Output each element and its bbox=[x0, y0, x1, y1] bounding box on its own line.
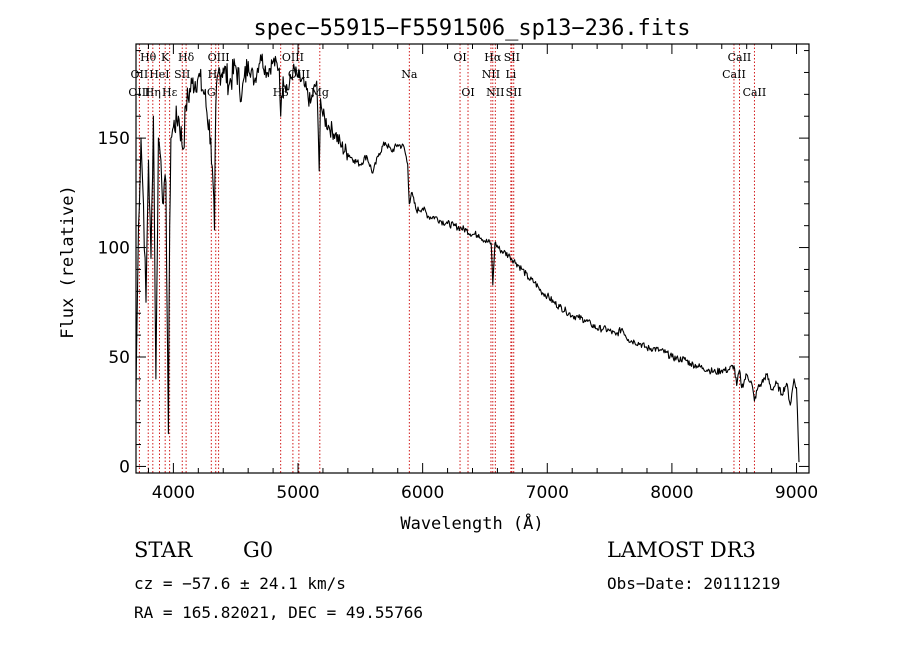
line-label: CaII bbox=[728, 51, 752, 64]
x-tick-label: 4000 bbox=[152, 483, 195, 503]
x-tick-label: 9000 bbox=[775, 483, 818, 503]
line-label: Hγ bbox=[208, 68, 225, 81]
line-label: HeI bbox=[149, 68, 169, 81]
line-label: OI bbox=[461, 86, 474, 99]
spectral-subclass: G0 bbox=[243, 538, 274, 562]
line-label: OI bbox=[453, 51, 466, 64]
line-label: SII bbox=[174, 68, 190, 81]
x-tick-label: 8000 bbox=[650, 483, 693, 503]
plot-frame bbox=[135, 43, 810, 474]
line-label: SII bbox=[504, 51, 520, 64]
y-tick-label: 0 bbox=[119, 457, 130, 477]
line-label: CaII bbox=[722, 68, 746, 81]
spectral-line-markers bbox=[138, 44, 755, 473]
spectrum-line bbox=[135, 53, 800, 463]
line-label: Hδ bbox=[178, 51, 195, 64]
line-label: OIII bbox=[208, 51, 230, 64]
line-label: OIII bbox=[128, 86, 150, 99]
y-tick-label: 50 bbox=[108, 348, 130, 368]
survey-name: LAMOST DR3 bbox=[607, 538, 756, 562]
line-label: SII bbox=[506, 86, 522, 99]
line-label: OIII bbox=[288, 68, 310, 81]
line-label: Hη bbox=[145, 86, 161, 99]
line-label: G bbox=[207, 86, 216, 99]
y-tick-label: 150 bbox=[98, 129, 130, 149]
redshift-readout: cz = −57.6 ± 24.1 km/s bbox=[134, 574, 346, 593]
y-tick-label: 100 bbox=[98, 239, 130, 259]
line-label: Hθ bbox=[140, 51, 157, 64]
line-label: Hα bbox=[484, 51, 502, 64]
coordinates: RA = 165.82021, DEC = 49.55766 bbox=[134, 603, 423, 622]
x-tick-label: 7000 bbox=[526, 483, 569, 503]
line-label: Li bbox=[505, 68, 516, 81]
line-label: OII bbox=[131, 68, 149, 81]
x-tick-label: 6000 bbox=[401, 483, 444, 503]
y-axis-label: Flux (relative) bbox=[58, 185, 78, 339]
line-label: NII bbox=[482, 68, 500, 81]
x-axis-label: Wavelength (Å) bbox=[400, 512, 543, 534]
obs-date: Obs−Date: 20111219 bbox=[607, 574, 781, 593]
axis-ticks: 4000 5000 6000 7000 8000 9000 0 50 100 150 bbox=[98, 44, 818, 503]
object-type: STAR bbox=[134, 538, 193, 562]
line-label: NII bbox=[486, 86, 504, 99]
series-layer bbox=[135, 53, 800, 463]
x-tick-label: 5000 bbox=[276, 483, 319, 503]
line-label: OIII bbox=[282, 51, 304, 64]
chart-title: spec−55915−F5591506_sp13−236.fits bbox=[253, 16, 690, 41]
line-label: Hβ bbox=[273, 86, 289, 99]
line-label: Mg bbox=[311, 86, 329, 99]
line-label: CaII bbox=[743, 86, 767, 99]
line-label: Hε bbox=[162, 86, 178, 99]
line-label: K bbox=[161, 51, 170, 64]
line-label: Na bbox=[401, 68, 418, 81]
